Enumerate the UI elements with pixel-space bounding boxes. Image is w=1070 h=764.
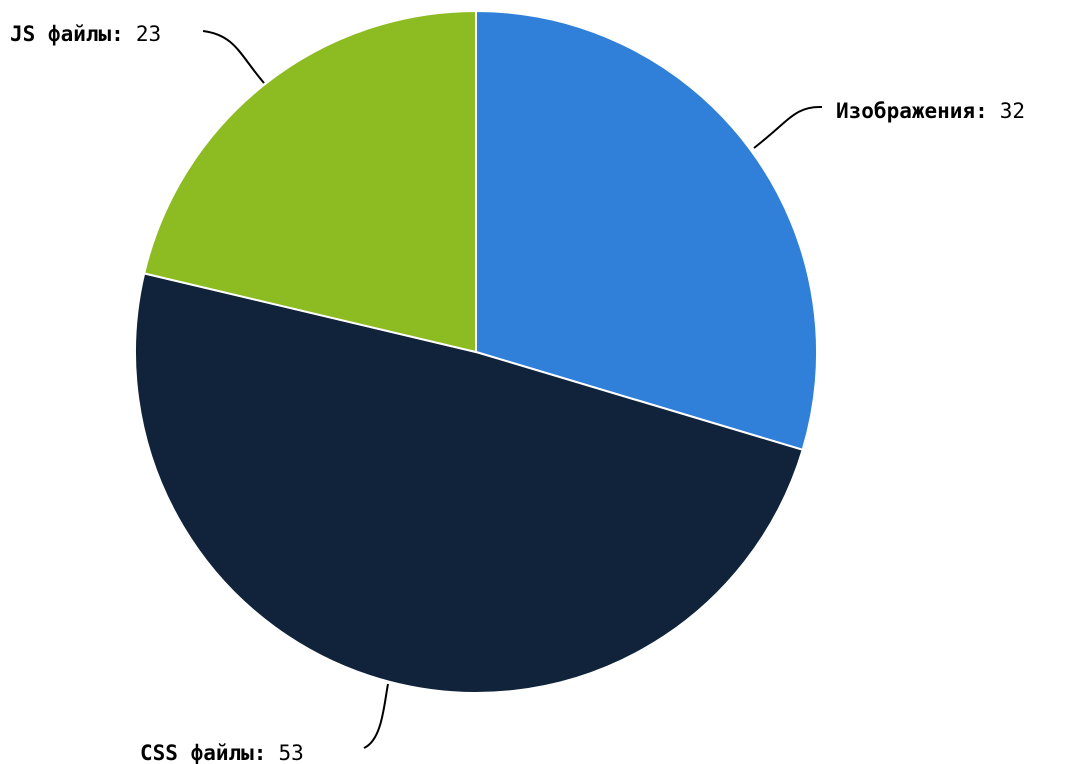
slice-labels: Изображения: 32 CSS файлы: 53 JS файлы: 23 bbox=[10, 22, 1025, 764]
slice-label-js: JS файлы: 23 bbox=[10, 22, 161, 46]
pie-slice-1 bbox=[134, 272, 804, 694]
slice-label-css: CSS файлы: 53 bbox=[140, 741, 304, 764]
connector-js bbox=[202, 30, 265, 84]
connector-images bbox=[753, 105, 823, 149]
connector-css bbox=[363, 683, 389, 749]
label-connectors bbox=[202, 30, 823, 749]
pie-slices bbox=[134, 9, 818, 694]
pie-slice-0 bbox=[475, 9, 818, 452]
slice-label-images: Изображения: 32 bbox=[836, 99, 1025, 123]
pie-slice-2 bbox=[142, 9, 477, 354]
